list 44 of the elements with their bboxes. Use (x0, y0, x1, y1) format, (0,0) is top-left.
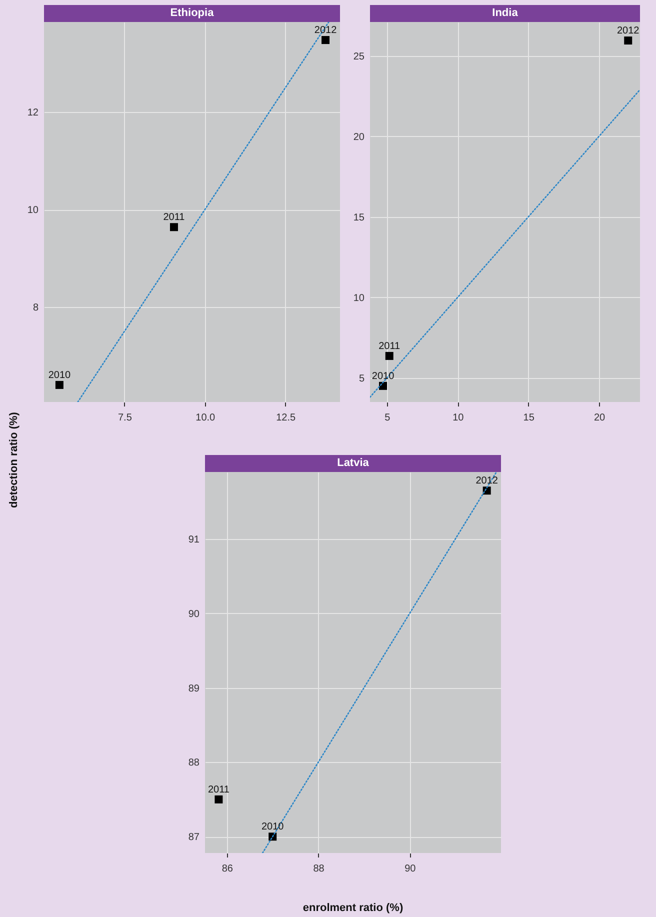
x-tick-label: 10 (452, 412, 464, 424)
y-tick-label: 12 (27, 108, 39, 119)
x-axis-title: enrolment ratio (%) (302, 902, 404, 914)
point (379, 382, 388, 390)
annotation: 2011 (208, 784, 230, 796)
point (624, 36, 632, 45)
y-tick-label: 8 (32, 302, 39, 314)
annotation: 2011 (378, 340, 401, 352)
chart-title: Latvia (205, 455, 501, 472)
point (55, 380, 64, 389)
x-tick-label: 88 (313, 864, 325, 874)
annotation: 2012 (476, 476, 498, 487)
y-tick-label: 10 (27, 205, 39, 216)
x-tick-label: 20 (594, 412, 606, 424)
annotation: 2010 (48, 370, 72, 381)
y-tick-label: 10 (353, 292, 365, 304)
annotation: 2012 (314, 25, 338, 36)
annotation: 2011 (163, 212, 186, 224)
y-tick-label: 20 (353, 132, 365, 143)
point (322, 36, 330, 44)
y-tick-label: 5 (358, 373, 365, 384)
y-tick-label: 25 (353, 51, 365, 62)
y-tick-label: 15 (353, 212, 365, 224)
x-tick-label: 90 (404, 864, 416, 874)
x-tick-label: 7.5 (118, 412, 132, 424)
y-tick-label: 88 (188, 758, 200, 769)
x-tick-label: 12.5 (276, 412, 296, 424)
x-tick-label: 5 (384, 412, 391, 424)
point (385, 352, 394, 360)
y-tick-label: 90 (188, 608, 200, 620)
point (214, 795, 223, 804)
y-axis-title: detection ratio (%) (8, 412, 20, 508)
y-tick-label: 87 (188, 832, 200, 844)
annotation: 2010 (261, 822, 284, 833)
x-tick-label: 10.0 (196, 412, 216, 424)
annotation: 2012 (617, 26, 640, 37)
x-tick-label: 15 (523, 412, 535, 424)
x-tick-label: 86 (222, 864, 234, 874)
chart-title: Ethiopia (44, 5, 340, 22)
point (170, 223, 178, 232)
y-tick-label: 91 (188, 534, 200, 546)
y-tick-label: 89 (188, 683, 200, 694)
chart-title: India (370, 5, 640, 22)
annotation: 2010 (372, 370, 395, 382)
